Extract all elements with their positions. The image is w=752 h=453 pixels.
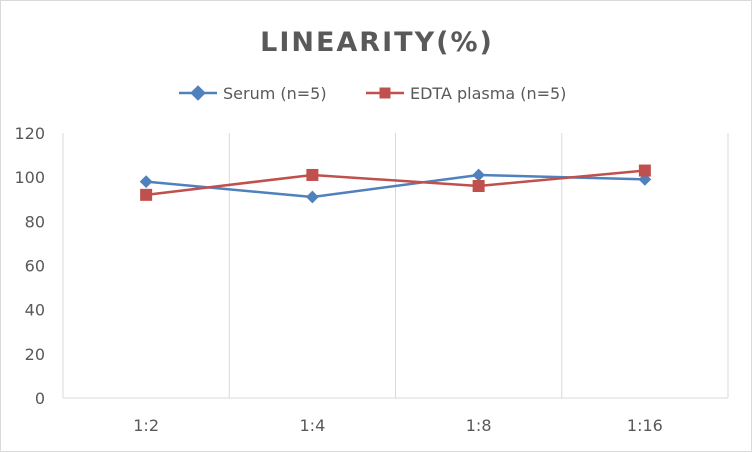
y-axis-ticks: 0 20 40 60 80 100 120 [14, 124, 45, 408]
y-tick-label: 80 [25, 212, 45, 231]
legend-item-serum: Serum (n=5) [179, 84, 327, 103]
data-point-edta-plasma [306, 168, 319, 181]
legend-label-serum: Serum (n=5) [223, 84, 327, 103]
series-edta-plasma [140, 164, 651, 201]
series-line-edta-plasma [145, 169, 645, 197]
data-point-edta-plasma [140, 188, 153, 201]
x-tick-label: 1:2 [133, 416, 159, 435]
data-point-edta-plasma [638, 164, 651, 177]
x-tick-label: 1:16 [627, 416, 663, 435]
data-point-serum [139, 175, 153, 188]
axes [62, 133, 728, 399]
x-tick-label: 1:8 [466, 416, 492, 435]
y-tick-label: 20 [25, 345, 45, 364]
y-tick-label: 100 [14, 168, 45, 187]
series-group [139, 164, 652, 204]
chart-title: LINEARITY(%) [260, 27, 494, 58]
legend: Serum (n=5) EDTA plasma (n=5) [179, 84, 566, 103]
x-axis-ticks: 1:2 1:4 1:8 1:16 [133, 416, 663, 435]
y-tick-label: 40 [25, 301, 45, 320]
legend-marker-edta-plasma [379, 87, 391, 99]
legend-item-edta-plasma: EDTA plasma (n=5) [366, 84, 566, 103]
data-point-serum [306, 190, 319, 204]
data-point-edta-plasma [472, 180, 485, 192]
y-tick-label: 0 [35, 389, 45, 408]
data-point-serum [472, 168, 485, 182]
y-tick-label: 120 [14, 124, 45, 143]
y-tick-label: 60 [25, 257, 45, 276]
legend-label-edta-plasma: EDTA plasma (n=5) [410, 84, 566, 103]
legend-marker-serum [190, 85, 206, 101]
x-tick-label: 1:4 [300, 416, 326, 435]
